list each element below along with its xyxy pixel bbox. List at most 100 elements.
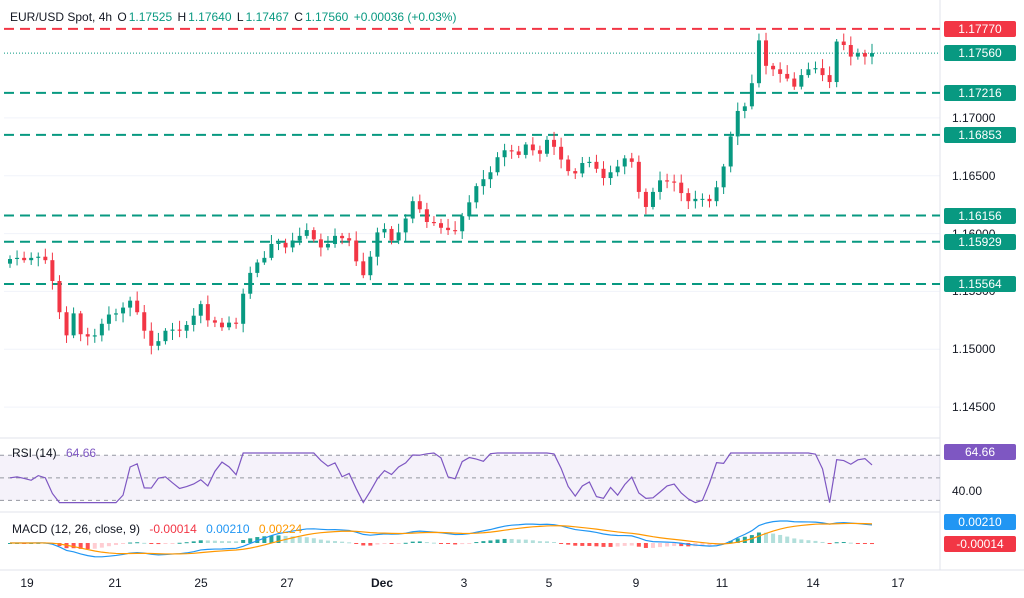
macd-histogram-bar bbox=[481, 541, 486, 543]
candle-up bbox=[368, 256, 373, 276]
candle-up bbox=[15, 257, 20, 260]
macd-histogram-bar bbox=[679, 543, 684, 547]
candle-down bbox=[792, 78, 797, 87]
candle-down bbox=[347, 238, 352, 241]
macd-histogram-bar bbox=[439, 543, 443, 544]
macd-histogram-bar bbox=[333, 541, 338, 543]
macd-histogram-bar bbox=[523, 539, 528, 543]
time-tick-label: 19 bbox=[20, 576, 34, 590]
macd-histogram-bar bbox=[495, 539, 500, 543]
candle-down bbox=[85, 334, 90, 337]
macd-histogram-bar bbox=[424, 542, 429, 544]
candle-up bbox=[714, 187, 719, 202]
candle-down bbox=[431, 222, 436, 224]
candle-up bbox=[276, 242, 281, 244]
candle-down bbox=[848, 45, 853, 57]
candle-up bbox=[756, 40, 761, 84]
time-tick-label: 27 bbox=[280, 576, 294, 590]
candle-down bbox=[820, 68, 825, 76]
candle-up bbox=[481, 179, 486, 187]
macd-histogram-bar bbox=[467, 543, 472, 544]
macd-histogram-bar bbox=[290, 536, 295, 543]
candle-down bbox=[417, 201, 422, 210]
macd-histogram-bar bbox=[106, 543, 111, 547]
macd-histogram-bar bbox=[537, 541, 542, 543]
candle-down bbox=[43, 256, 48, 261]
price-tick-label: 1.14500 bbox=[952, 400, 996, 415]
macd-histogram-bar bbox=[92, 543, 97, 549]
macd-legend[interactable]: MACD (12, 26, close, 9) -0.00014 0.00210… bbox=[12, 522, 308, 536]
candle-up bbox=[742, 106, 747, 111]
macd-histogram-bar bbox=[643, 543, 648, 548]
candle-up bbox=[121, 307, 126, 314]
macd-histogram-bar bbox=[318, 539, 323, 543]
macd-histogram-bar bbox=[636, 543, 641, 547]
candle-down bbox=[785, 73, 790, 79]
rsi-legend[interactable]: RSI (14) 64.66 bbox=[12, 446, 102, 460]
candle-up bbox=[198, 304, 203, 316]
candle-down bbox=[686, 193, 691, 202]
candle-down bbox=[559, 146, 564, 160]
macd-histogram-bar bbox=[417, 541, 422, 543]
macd-histogram-bar bbox=[516, 539, 521, 543]
candle-down bbox=[78, 313, 83, 335]
macd-histogram-bar bbox=[347, 542, 352, 544]
price-tick-label: 1.15000 bbox=[952, 342, 996, 357]
macd-histogram-bar bbox=[799, 539, 804, 543]
candle-up bbox=[106, 314, 111, 324]
grid-lines bbox=[0, 0, 1024, 571]
high-label: H bbox=[177, 10, 187, 24]
macd-histogram-bar bbox=[361, 543, 366, 546]
macd-histogram-bar bbox=[544, 541, 549, 543]
high-value: 1.17640 bbox=[188, 10, 232, 24]
macd-histogram-bar bbox=[410, 541, 415, 543]
candle-down bbox=[672, 181, 677, 183]
open-label: O bbox=[117, 10, 127, 24]
macd-histogram-bar bbox=[99, 543, 104, 548]
candle-up bbox=[502, 150, 507, 158]
candle-up bbox=[721, 166, 726, 188]
macd-histogram-bar bbox=[191, 541, 196, 543]
support-tag: 1.15564 bbox=[944, 276, 1016, 292]
candle-up bbox=[474, 186, 479, 203]
macd-hist-value: -0.00014 bbox=[149, 522, 197, 536]
rsi-value: 64.66 bbox=[66, 446, 97, 460]
candle-down bbox=[389, 228, 394, 241]
candle-up bbox=[304, 230, 309, 236]
candle-up bbox=[163, 330, 168, 342]
macd-histogram-bar bbox=[71, 543, 76, 549]
macd-histogram-bar bbox=[8, 543, 12, 544]
macd-histogram-bar bbox=[403, 542, 408, 544]
candle-up bbox=[255, 262, 260, 273]
macd-histogram-bar bbox=[764, 532, 769, 543]
candle-up bbox=[156, 341, 161, 346]
macd-histogram-bar bbox=[446, 543, 451, 544]
price-tick-label: 1.17000 bbox=[952, 110, 996, 125]
candle-down bbox=[707, 198, 712, 202]
macd-histogram-bar bbox=[276, 535, 281, 543]
candle-up bbox=[241, 293, 246, 324]
macd-histogram-bar bbox=[615, 543, 620, 547]
candle-down bbox=[601, 168, 606, 179]
candle-up bbox=[297, 235, 302, 241]
macd-signal-value: 0.00224 bbox=[258, 522, 303, 536]
support-tag: 1.16156 bbox=[944, 207, 1016, 224]
macd-histogram-bar bbox=[78, 543, 83, 549]
macd-histogram-bar bbox=[269, 535, 274, 543]
candle-down bbox=[530, 144, 535, 151]
candle-down bbox=[778, 69, 783, 74]
support-tag: 1.15929 bbox=[944, 233, 1016, 250]
candle-up bbox=[325, 243, 330, 248]
candles bbox=[8, 32, 874, 355]
candle-up bbox=[749, 83, 754, 107]
candle-up bbox=[99, 323, 104, 336]
macd-histogram-bar bbox=[792, 538, 797, 543]
macd-histogram-bar bbox=[594, 543, 599, 547]
candle-up bbox=[700, 198, 705, 200]
candle-down bbox=[177, 329, 182, 331]
macd-histogram-bar bbox=[389, 543, 394, 544]
time-tick-label: 21 bbox=[108, 576, 122, 590]
macd-histogram-bar bbox=[742, 536, 747, 543]
candle-down bbox=[827, 75, 832, 83]
